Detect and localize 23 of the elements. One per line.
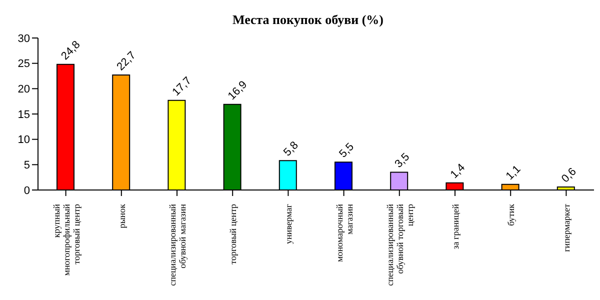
x-tick-label: рынок [116, 203, 127, 228]
x-tick-label: за границей [450, 204, 460, 250]
x-tick-label: мономарочный магазин [334, 204, 354, 262]
data-label: 0,6 [560, 166, 579, 186]
data-label: 3,5 [392, 151, 412, 170]
y-tick-label: 10 [18, 134, 30, 146]
y-tick-label: 5 [24, 160, 30, 172]
x-tick-label: крупный многопрофильный торговый центр [51, 204, 82, 276]
data-label: 5,5 [337, 140, 356, 160]
y-tick-label: 25 [18, 58, 30, 70]
x-tick-label: специализированный обувной торговый центр [384, 204, 415, 286]
y-tick-label: 15 [18, 108, 30, 121]
y-tick-label: 0 [24, 184, 30, 197]
x-tick-label: бутик [506, 203, 516, 226]
chart-title: Места покупок обуви (%) [231, 11, 385, 29]
data-label: 5,8 [282, 139, 301, 159]
y-tick-label: 30 [18, 32, 30, 45]
data-label: 1,4 [448, 162, 468, 182]
x-tick-label: универмаг [284, 204, 294, 244]
y-tick-label: 20 [18, 84, 30, 96]
data-label: 1,1 [504, 163, 524, 183]
x-tick-label: гипермаркет [562, 204, 572, 252]
x-tick-label: торговый центр [228, 204, 238, 264]
